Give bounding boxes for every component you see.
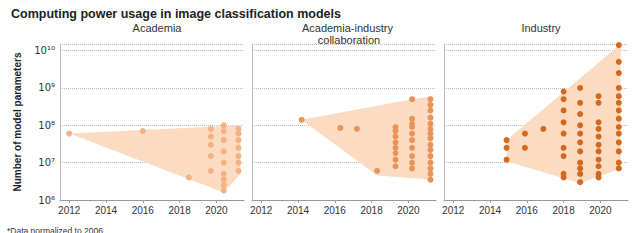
svg-text:2014: 2014 [479,205,502,216]
svg-text:2020: 2020 [205,205,228,216]
svg-text:2014: 2014 [95,205,118,216]
svg-text:2014: 2014 [287,205,310,216]
svg-text:Academia: Academia [133,22,183,34]
svg-text:2016: 2016 [324,205,347,216]
svg-text:10⁸: 10⁸ [38,120,55,131]
svg-text:Industry: Industry [521,22,561,34]
svg-text:10¹⁰: 10¹⁰ [34,45,55,56]
svg-text:10⁶: 10⁶ [38,195,55,206]
svg-text:collaboration: collaboration [318,34,380,46]
svg-text:10⁷: 10⁷ [38,157,55,168]
svg-text:2020: 2020 [397,205,420,216]
svg-text:Computing power usage in image: Computing power usage in image classific… [11,7,341,21]
svg-text:2020: 2020 [589,205,612,216]
svg-text:Number of model parameters: Number of model parameters [12,52,23,191]
svg-text:2018: 2018 [168,205,191,216]
svg-text:Academia-industry: Academia-industry [302,22,396,34]
svg-text:2016: 2016 [132,205,155,216]
svg-text:2016: 2016 [516,205,539,216]
svg-text:2012: 2012 [58,205,81,216]
svg-text:2012: 2012 [442,205,465,216]
svg-text:10⁹: 10⁹ [38,82,55,93]
svg-text:2012: 2012 [250,205,273,216]
svg-text:2018: 2018 [360,205,383,216]
svg-text:*Data normalized to 2006.: *Data normalized to 2006. [7,226,105,233]
svg-text:2018: 2018 [552,205,575,216]
